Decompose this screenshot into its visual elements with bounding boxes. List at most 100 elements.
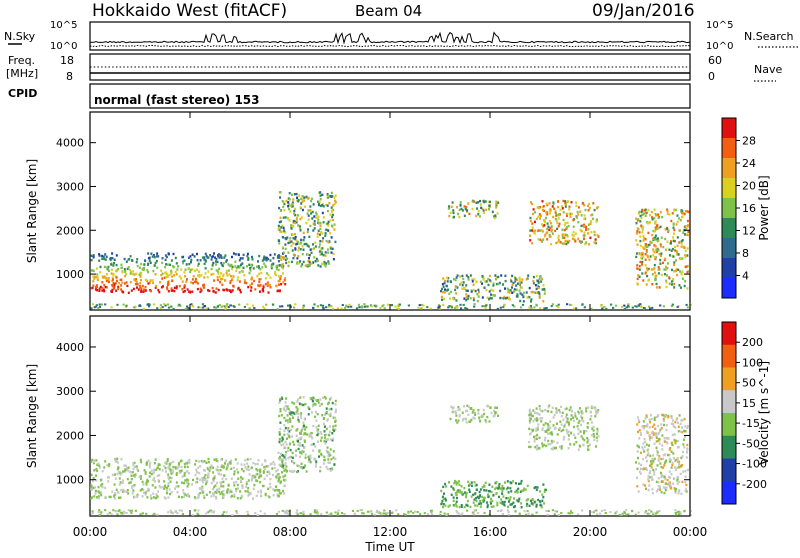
data-cell: [455, 292, 458, 295]
data-cell: [475, 483, 478, 487]
data-cell: [280, 226, 283, 229]
ground-cell: [671, 303, 674, 306]
data-cell: [635, 217, 638, 220]
data-cell: [527, 274, 530, 277]
ground-cell: [302, 513, 305, 516]
data-cell: [265, 259, 268, 262]
data-cell: [495, 276, 498, 279]
data-cell: [558, 428, 560, 431]
data-cell: [663, 475, 666, 479]
data-cell: [241, 270, 244, 273]
data-cell: [299, 227, 302, 230]
data-cell: [647, 244, 650, 247]
data-cell: [540, 240, 543, 243]
data-cell: [320, 251, 323, 254]
data-cell: [157, 255, 160, 258]
ground-cell: [473, 305, 476, 308]
data-cell: [288, 192, 291, 195]
data-cell: [549, 212, 551, 215]
data-cell: [651, 273, 654, 276]
data-cell: [224, 462, 226, 465]
data-cell: [147, 257, 150, 260]
data-cell: [103, 283, 106, 287]
data-cell: [284, 426, 287, 430]
data-cell: [299, 217, 302, 221]
data-cell: [671, 463, 674, 467]
data-cell: [318, 245, 321, 249]
data-cell: [664, 414, 667, 417]
data-cell: [282, 257, 285, 261]
ground-cell: [373, 304, 376, 307]
data-cell: [654, 222, 656, 225]
data-cell: [326, 419, 329, 422]
data-cell: [138, 273, 141, 276]
data-cell: [533, 437, 536, 441]
data-cell: [278, 437, 281, 441]
data-cell: [331, 439, 334, 442]
data-cell: [552, 424, 555, 427]
data-cell: [250, 466, 253, 469]
data-cell: [153, 462, 156, 465]
data-cell: [309, 433, 312, 436]
data-cell: [318, 455, 320, 458]
data-cell: [495, 282, 498, 286]
data-cell: [178, 471, 181, 474]
data-cell: [191, 253, 194, 256]
data-cell: [489, 500, 492, 504]
data-cell: [574, 436, 577, 439]
data-cell: [321, 202, 324, 206]
data-cell: [558, 427, 561, 430]
ground-cell: [191, 304, 194, 307]
data-cell: [332, 456, 335, 459]
ground-cell: [623, 512, 626, 515]
data-cell: [651, 488, 654, 491]
data-cell: [564, 200, 567, 203]
data-cell: [282, 251, 285, 254]
data-cell: [529, 445, 532, 449]
colorbar-segment: [722, 218, 736, 239]
data-cell: [206, 479, 209, 483]
nave-tick-bottom: 0: [708, 70, 715, 83]
data-cell: [150, 497, 153, 500]
ground-cell: [417, 306, 420, 309]
data-cell: [490, 411, 493, 415]
data-cell: [664, 228, 667, 231]
data-cell: [275, 475, 278, 478]
data-cell: [108, 476, 110, 479]
data-cell: [130, 270, 132, 273]
data-cell: [663, 440, 666, 443]
data-cell: [319, 204, 322, 208]
data-cell: [497, 487, 500, 490]
data-cell: [563, 242, 566, 245]
data-cell: [222, 288, 225, 292]
data-cell: [540, 409, 543, 412]
data-cell: [91, 269, 94, 272]
data-cell: [196, 287, 199, 291]
data-cell: [251, 277, 254, 281]
data-cell: [146, 489, 149, 493]
data-cell: [212, 466, 215, 469]
data-cell: [546, 422, 549, 426]
data-cell: [652, 229, 655, 233]
data-cell: [485, 288, 488, 292]
data-cell: [453, 504, 456, 507]
data-cell: [237, 487, 240, 490]
ground-cell: [334, 511, 337, 514]
data-cell: [653, 271, 656, 274]
data-cell: [485, 489, 488, 492]
data-cell: [651, 283, 654, 286]
ground-cell: [652, 512, 655, 515]
data-cell: [660, 423, 663, 426]
data-cell: [183, 289, 186, 293]
ground-cell: [337, 509, 340, 512]
data-cell: [114, 460, 117, 463]
data-cell: [212, 479, 215, 483]
data-cell: [178, 495, 180, 498]
ground-cell: [97, 511, 100, 514]
data-cell: [321, 193, 324, 196]
data-cell: [289, 448, 292, 452]
data-cell: [640, 224, 643, 227]
data-cell: [571, 233, 574, 237]
data-cell: [167, 252, 170, 255]
data-cell: [318, 404, 321, 407]
